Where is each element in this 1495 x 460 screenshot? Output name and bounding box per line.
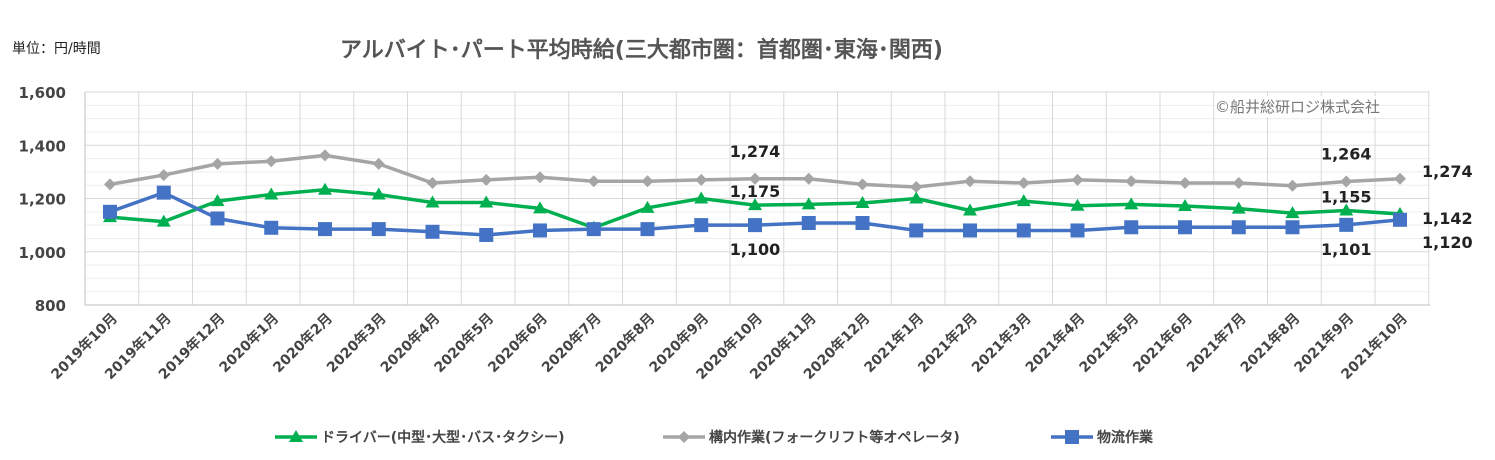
data-point-triangle	[156, 214, 171, 227]
y-tick-label: 1,200	[19, 191, 66, 209]
data-point-diamond	[426, 177, 439, 190]
data-point-diamond	[587, 175, 600, 188]
data-point-square	[156, 185, 171, 200]
data-point-diamond	[910, 181, 923, 194]
data-point-triangle	[1124, 197, 1139, 210]
data-point-square	[586, 222, 601, 237]
data-point-square	[640, 222, 655, 237]
y-tick-label: 1,000	[19, 244, 66, 262]
data-point-square	[210, 211, 225, 226]
data-point-triangle	[210, 194, 225, 207]
data-point-square	[479, 227, 494, 242]
data-label: 1,175	[730, 182, 781, 201]
data-point-square	[909, 223, 924, 238]
data-point-diamond	[856, 178, 869, 191]
data-point-diamond	[1179, 177, 1191, 190]
data-point-triangle	[1231, 201, 1246, 214]
data-point-diamond	[964, 175, 976, 188]
data-point-diamond	[480, 173, 493, 186]
data-point-square	[963, 223, 977, 238]
data-point-square	[855, 215, 870, 230]
data-point-diamond	[749, 172, 761, 185]
data-point-diamond	[372, 157, 385, 170]
data-point-diamond	[265, 155, 278, 168]
data-point-diamond	[695, 173, 708, 186]
copyright-text: ©船井総研ロジ株式会社	[1215, 96, 1381, 117]
data-point-square	[1231, 220, 1246, 235]
data-point-triangle	[425, 195, 440, 208]
data-point-square	[371, 222, 386, 237]
data-point-triangle	[1285, 206, 1300, 219]
data-point-triangle	[909, 191, 924, 204]
data-point-triangle	[318, 182, 332, 195]
chart-title: アルバイト･パート平均時給(三大都市圏：首都圏･東海･関西)	[340, 38, 943, 63]
data-point-diamond	[211, 157, 224, 170]
data-point-square	[1285, 220, 1300, 235]
legend-label: 構内作業(フォークリフト等オペレータ)	[709, 429, 960, 446]
data-point-diamond	[1232, 177, 1245, 190]
legend-label: 物流作業	[1097, 429, 1154, 446]
data-point-triangle	[533, 201, 547, 214]
data-point-triangle	[1178, 198, 1192, 211]
legend-label: ドライバー(中型･大型･バス･タクシー)	[321, 429, 565, 446]
data-point-square	[103, 204, 117, 219]
data-label: 1,274	[1422, 162, 1473, 181]
data-point-square	[1339, 217, 1354, 232]
data-point-triangle	[801, 197, 816, 210]
data-label: 1,264	[1321, 144, 1372, 163]
data-point-diamond	[319, 149, 331, 162]
data-point-square	[1070, 223, 1085, 238]
data-label: 1,100	[730, 240, 781, 259]
unit-label: 単位：円/時間	[12, 41, 101, 57]
y-tick-label: 1,400	[19, 137, 66, 155]
data-point-triangle	[371, 187, 386, 200]
data-label: 1,101	[1321, 240, 1372, 259]
data-point-square	[1178, 220, 1192, 235]
data-point-diamond	[1125, 175, 1138, 188]
data-point-triangle	[479, 195, 494, 208]
data-point-diamond	[157, 169, 170, 182]
data-point-diamond	[1340, 175, 1353, 188]
data-point-triangle	[1016, 194, 1031, 207]
data-point-diamond	[1286, 179, 1299, 192]
data-point-square	[694, 218, 709, 233]
data-point-square	[1124, 220, 1139, 235]
data-point-triangle	[264, 187, 279, 200]
data-point-square	[425, 224, 440, 239]
data-point-diamond	[1071, 173, 1084, 186]
data-label: 1,155	[1321, 187, 1372, 206]
data-point-diamond	[1017, 177, 1030, 190]
data-point-square	[801, 215, 816, 230]
data-point-square	[264, 220, 279, 235]
data-point-triangle	[963, 203, 977, 216]
data-label: 1,142	[1422, 209, 1473, 228]
data-point-diamond	[802, 172, 815, 185]
data-label: 1,120	[1422, 233, 1473, 252]
data-point-triangle	[748, 198, 762, 211]
y-tick-label: 1,600	[19, 84, 66, 102]
legend-marker-square	[1065, 430, 1079, 444]
data-point-square	[748, 218, 762, 233]
y-tick-label: 800	[35, 297, 66, 315]
legend-marker-triangle	[289, 430, 303, 442]
data-point-square	[1393, 212, 1407, 227]
data-point-diamond	[641, 175, 654, 188]
data-point-diamond	[104, 178, 116, 191]
data-point-diamond	[1394, 172, 1406, 185]
legend-marker-diamond	[678, 431, 690, 443]
data-point-diamond	[534, 171, 546, 184]
data-point-triangle	[855, 196, 870, 209]
data-point-triangle	[640, 200, 655, 213]
data-point-square	[318, 222, 332, 237]
data-point-triangle	[1070, 198, 1085, 211]
data-point-triangle	[1339, 203, 1354, 216]
data-point-square	[533, 223, 547, 238]
data-point-square	[1016, 223, 1031, 238]
data-point-triangle	[694, 191, 709, 204]
data-label: 1,274	[730, 142, 781, 161]
